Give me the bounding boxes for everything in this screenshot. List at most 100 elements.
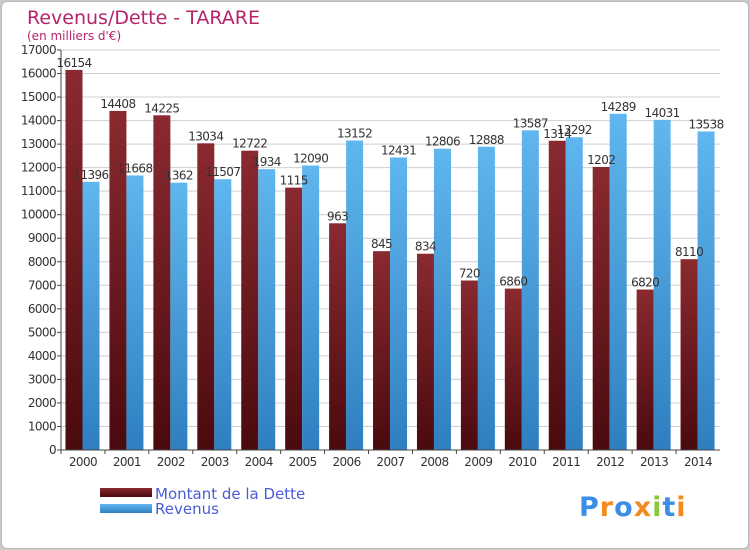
x-tick-label: 2002 (157, 455, 185, 469)
value-label: 963 (327, 209, 348, 223)
value-label: 16154 (56, 56, 91, 70)
value-label: 14289 (601, 100, 636, 114)
value-label: 13538 (688, 117, 723, 131)
x-tick-label: 2006 (332, 455, 360, 469)
y-tick-label: 0 (49, 443, 56, 457)
bar-dette (241, 150, 259, 451)
logo-letter: o (614, 492, 634, 523)
value-label: 13152 (337, 127, 372, 141)
x-tick-label: 2008 (420, 455, 448, 469)
bar-revenus (258, 169, 276, 450)
x-tick-label: 2004 (245, 455, 273, 469)
value-label: 1202 (587, 153, 615, 167)
x-tick-label: 2013 (640, 455, 668, 469)
value-label: 14408 (100, 97, 135, 111)
value-label: 14225 (144, 101, 179, 115)
value-label: 13587 (513, 116, 548, 130)
x-tick-label: 2001 (113, 455, 141, 469)
y-tick-label: 4000 (28, 349, 56, 363)
value-label: 1115 (280, 174, 308, 188)
value-label: 834 (415, 240, 436, 254)
bar-revenus (653, 119, 671, 450)
y-tick-label: 8000 (28, 255, 56, 269)
logo-letter: r (600, 492, 614, 523)
x-tick-label: 2005 (289, 455, 317, 469)
value-label: 11668 (117, 161, 152, 175)
value-label: 12888 (469, 133, 504, 147)
value-label: 13292 (557, 123, 592, 137)
bar-dette (416, 253, 434, 450)
bar-revenus (565, 137, 583, 450)
value-label: 11507 (205, 165, 240, 179)
value-label: 12090 (293, 152, 328, 166)
bar-dette (636, 289, 654, 450)
logo-letter: P (579, 492, 600, 523)
bar-dette (65, 69, 83, 450)
bar-dette (592, 166, 610, 450)
y-tick-label: 13000 (21, 137, 56, 151)
bar-revenus (609, 113, 627, 450)
y-tick-label: 2000 (28, 396, 56, 410)
value-label: 1314 (543, 127, 571, 141)
value-label: 6820 (631, 276, 659, 290)
bar-dette (285, 187, 303, 450)
x-tick-label: 2007 (376, 455, 404, 469)
bar-revenus (433, 148, 451, 450)
logo-letter: t (662, 492, 676, 523)
chart-title: Revenus/Dette - TARARE (27, 7, 260, 29)
bar-revenus (477, 146, 495, 451)
value-labels: 16154 11396 14408 11668 14225 1362 13034 11507 1… (56, 56, 724, 290)
logo-letter: x (634, 492, 652, 523)
y-tick-label: 7000 (28, 278, 56, 292)
y-tick-label: 15000 (21, 90, 56, 104)
y-tick-label: 3000 (28, 372, 56, 386)
value-label: 12722 (232, 137, 267, 151)
proxiti-logo: Proxiti (579, 492, 687, 523)
value-label: 1362 (165, 169, 193, 183)
bar-dette (109, 110, 127, 451)
x-tick-label: 2010 (508, 455, 536, 469)
bar-dette (680, 259, 698, 450)
y-tick-label: 6000 (28, 302, 56, 316)
x-tick-label: 2003 (201, 455, 229, 469)
y-tick-label: 11000 (21, 184, 56, 198)
bar-revenus (126, 175, 144, 451)
bar-revenus (521, 130, 539, 450)
bars (65, 69, 715, 451)
legend-label-dette: Montant de la Dette (155, 485, 305, 503)
value-label: 6860 (499, 275, 527, 289)
bar-revenus (82, 181, 100, 450)
y-tick-label: 16000 (21, 67, 56, 81)
y-tick-label: 12000 (21, 161, 56, 175)
bar-dette (548, 140, 566, 451)
value-label: 845 (371, 237, 392, 251)
value-label: 8110 (675, 245, 703, 259)
y-tick-label: 5000 (28, 325, 56, 339)
bar-revenus (170, 182, 188, 451)
logo-letter: i (652, 492, 662, 523)
legend-swatch-dette (100, 488, 152, 497)
value-label: 720 (459, 267, 480, 281)
chart-subtitle: (en milliers d'€) (27, 29, 121, 43)
value-label: 12806 (425, 135, 460, 149)
y-tick-label: 10000 (21, 208, 56, 222)
x-tick-label: 2014 (684, 455, 712, 469)
value-label: 1934 (253, 155, 281, 169)
bar-revenus (214, 179, 232, 450)
axes (60, 50, 720, 451)
logo-text: Proxiti (579, 492, 687, 523)
logo-letter: i (676, 492, 686, 523)
y-tick-label: 14000 (21, 114, 56, 128)
y-tick-label: 9000 (28, 231, 56, 245)
value-label: 12431 (381, 144, 416, 158)
value-label: 14031 (645, 106, 680, 120)
y-axis-ticks: 0 1000 2000 3000 4000 5000 6000 7000 8000 9000 100… (21, 43, 61, 457)
bar-dette (460, 280, 478, 450)
value-label: 13034 (188, 129, 223, 143)
bar-revenus (697, 131, 715, 451)
x-axis-ticks: 2000 2001 2002 2003 2004 2005 2006 2007 2008 2009… (60, 450, 713, 469)
bar-revenus (346, 140, 364, 450)
y-tick-label: 17000 (21, 43, 56, 57)
bar-dette (329, 223, 347, 450)
